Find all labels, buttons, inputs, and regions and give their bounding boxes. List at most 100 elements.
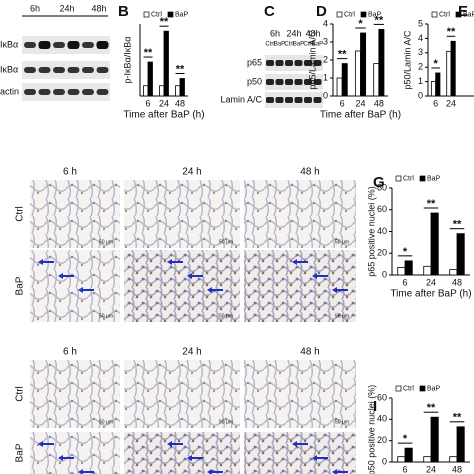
micrograph [124,360,240,428]
arrow-head [332,287,337,293]
y-tick-label: 4 [418,33,423,43]
band [53,42,65,48]
micrograph [30,360,120,428]
x-tick-label: 6 [433,98,438,108]
scale-bar-label: 50 μm [335,239,349,245]
band [285,97,293,103]
bar [423,456,432,463]
legend-swatch [419,175,426,182]
scale-bar-label: 50 μm [99,313,113,319]
y-tick-label: 0 [323,90,328,100]
blot-strip [22,61,110,79]
bar [404,447,413,463]
group-label: Ctrl [303,42,312,48]
legend-label: Ctrl [403,385,414,392]
y-tick-label: 40 [377,226,387,236]
x-axis-label: Time after BaP (h) [123,110,204,121]
column-label: 6 h [63,167,77,178]
column-label: 48 h [300,167,319,178]
band [294,97,303,103]
bar [456,426,465,463]
bar [450,40,456,97]
bar [336,77,343,97]
row-label: Lamin A/C [220,94,262,104]
x-tick-label: 6 [402,464,407,474]
arrow-head [292,259,297,265]
time-label: 6h [270,28,280,38]
legend-label: Ctrl [403,175,414,182]
significance: ** [453,219,462,231]
y-tick-label: 0 [382,456,387,466]
bar [159,85,165,97]
band [24,89,36,95]
x-tick-label: 24 [446,98,456,108]
row-label: Ctrl [15,386,26,402]
band [285,79,293,85]
y-tick-label: 3 [323,36,328,46]
group-label: Ctrl [284,42,293,48]
band [53,67,65,73]
band [285,60,293,66]
y-tick-label: 1 [418,76,423,86]
significance: * [403,433,408,445]
x-tick-label: 48 [452,464,462,474]
arrow-head [207,469,212,474]
significance: ** [447,26,456,38]
x-tick-label: 6 [145,98,150,108]
bar [175,85,181,97]
legend-swatch [167,11,174,18]
band [24,42,36,48]
x-tick-label: 48 [175,98,185,108]
micrograph [124,432,240,474]
arrow-head [167,259,172,265]
band [313,79,322,85]
row-label: p65 [247,57,262,67]
y-tick-label: 20 [377,435,387,445]
panel-letter: E [458,3,468,20]
y-axis-label: p65 positive nuclei (%) [366,186,376,277]
micrograph [244,180,356,248]
row-label: IκBα [0,64,18,74]
band [24,67,36,73]
bar [360,32,367,97]
time-label: 24h [286,28,301,38]
significance: ** [427,402,436,414]
arrow-head [292,441,297,447]
band [275,60,284,66]
band [266,60,274,66]
bar [341,63,348,97]
band [275,97,284,103]
x-tick-label: 24 [159,98,169,108]
band [38,89,51,95]
arrow-head [167,441,172,447]
panel-letter: C [264,3,275,20]
micrograph [124,180,240,248]
arrow-head [312,455,317,461]
bar [179,78,185,97]
bar [449,456,458,463]
band [82,89,94,95]
arrow-head [332,469,337,474]
bar [163,30,169,97]
x-tick-label: 6 [340,98,345,108]
bar [435,72,441,97]
legend-swatch [395,175,402,182]
legend-label: Ctrl [439,11,450,18]
bar [430,81,437,97]
bar [397,266,406,276]
legend-label: BaP [427,175,441,182]
row-label: actin [0,86,19,96]
band [304,60,312,66]
bar [430,416,439,463]
y-axis-label: p65/Lamin A/C [307,30,317,90]
significance: * [403,246,408,258]
band [38,67,51,73]
arrow-head [78,287,83,293]
bar [449,269,458,276]
group-label: BaP [293,42,304,48]
significance: ** [427,198,436,210]
band [313,60,322,66]
x-tick-label: 24 [426,464,436,474]
y-tick-label: 40 [377,414,387,424]
